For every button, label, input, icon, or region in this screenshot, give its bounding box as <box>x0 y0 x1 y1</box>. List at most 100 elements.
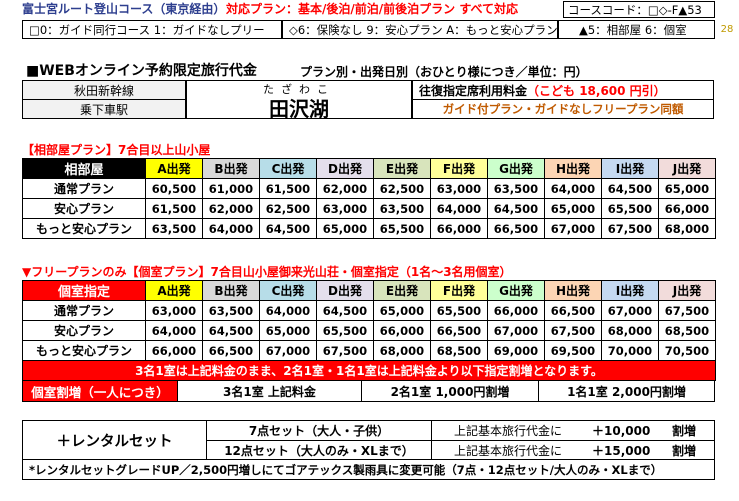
price-cell: 64,500 <box>202 320 260 341</box>
reserved-fare-label: 往復指定席利用料金 <box>419 83 528 98</box>
price-cell: 70,500 <box>658 340 716 361</box>
col-header: G出発 <box>487 158 545 179</box>
rental-item-amount: ＋15,000 <box>592 443 651 458</box>
table-row: 安心プラン 64,000 64,500 65,000 65,500 66,000… <box>22 320 716 341</box>
table-row: 安心プラン 61,500 62,000 62,500 63,000 63,500… <box>22 198 716 219</box>
price-cell: 65,500 <box>373 218 431 239</box>
surcharge-2-persons: 2名1室 1,000円割増 <box>361 380 539 402</box>
col-header: F出発 <box>430 158 488 179</box>
col-header: B出発 <box>202 158 260 179</box>
rental-item-name: 7点セット（大人・子供） <box>206 420 432 441</box>
rental-item-price: 上記基本旅行代金に ＋15,000 割増 <box>431 440 715 460</box>
col-header: F出発 <box>430 280 488 301</box>
row-label: もっと安心プラン <box>22 218 146 239</box>
course-code: コースコード：□◇-F▲53 <box>563 1 715 18</box>
price-cell: 65,500 <box>601 198 659 219</box>
price-cell: 63,000 <box>430 178 488 199</box>
table-row: もっと安心プラン 66,000 66,500 67,000 67,500 68,… <box>22 340 716 361</box>
page-number: 28 <box>720 24 734 35</box>
table-header-row: 相部屋 A出発 B出発 C出発 D出発 E出発 F出発 G出発 H出発 I出発 … <box>22 158 716 179</box>
rental-item-unit: 割増 <box>672 424 697 438</box>
reserved-fare-box: 往復指定席利用料金 （こども 18,600 円引） <box>412 80 714 100</box>
price-cell: 61,500 <box>259 178 317 199</box>
price-cell: 67,000 <box>601 300 659 321</box>
route-title: 富士宮ルート登山コース（東京経由） <box>22 2 222 16</box>
price-cell: 66,000 <box>145 340 203 361</box>
col-header: J出発 <box>658 158 716 179</box>
price-cell: 68,500 <box>658 320 716 341</box>
surcharge-3-persons: 3名1室 上記料金 <box>177 380 362 402</box>
private-room-note: 3名1室は上記料金のまま、2名1室・1名1室は上記料金より以下指定割増となります… <box>22 360 716 381</box>
price-cell: 67,000 <box>259 340 317 361</box>
reserved-fare-value: （こども 18,600 円引） <box>527 83 666 98</box>
price-cell: 66,000 <box>658 198 716 219</box>
rental-item-amount: ＋10,000 <box>592 424 651 438</box>
price-cell: 64,500 <box>259 218 317 239</box>
price-cell: 63,500 <box>373 198 431 219</box>
price-cell: 65,000 <box>316 218 374 239</box>
price-cell: 61,500 <box>145 198 203 219</box>
price-cell: 64,000 <box>145 320 203 341</box>
col-header: J出発 <box>658 280 716 301</box>
price-cell: 68,000 <box>658 218 716 239</box>
price-cell: 64,000 <box>259 300 317 321</box>
rental-item-unit: 割増 <box>672 443 697 458</box>
rental-footnote: *レンタルセットグレードUP／2,500円増しにてゴアテックス製雨具に変更可能（… <box>22 459 715 480</box>
fare-section-title: ■WEBオンライン予約限定旅行代金 <box>26 63 257 79</box>
price-cell: 66,000 <box>487 300 545 321</box>
price-cell: 68,000 <box>373 340 431 361</box>
price-cell: 60,500 <box>145 178 203 199</box>
rental-title: ＋レンタルセット <box>22 420 207 460</box>
price-cell: 64,000 <box>544 178 602 199</box>
price-cell: 62,500 <box>373 178 431 199</box>
station-name: 田沢湖 <box>269 96 329 120</box>
price-cell: 65,000 <box>658 178 716 199</box>
price-cell: 65,000 <box>259 320 317 341</box>
table-row: 通常プラン 60,500 61,000 61,500 62,000 62,500… <box>22 178 716 199</box>
price-cell: 66,000 <box>373 320 431 341</box>
col-header: E出発 <box>373 158 431 179</box>
price-cell: 64,000 <box>430 198 488 219</box>
price-cell: 64,500 <box>487 198 545 219</box>
guide-same-price-note: ガイド付プラン・ガイドなしフリープラン同額 <box>412 99 714 119</box>
col-header: D出発 <box>316 280 374 301</box>
col-header: A出発 <box>145 280 203 301</box>
price-cell: 70,000 <box>601 340 659 361</box>
note-row: 3名1室は上記料金のまま、2名1室・1名1室は上記料金より以下指定割増となります… <box>22 360 716 381</box>
table-header-row: 個室指定 A出発 B出発 C出発 D出発 E出発 F出発 G出発 H出発 I出発… <box>22 280 716 301</box>
col-header: H出発 <box>544 280 602 301</box>
price-cell: 67,000 <box>544 218 602 239</box>
price-cell: 62,000 <box>202 198 260 219</box>
price-cell: 69,000 <box>487 340 545 361</box>
price-cell: 63,500 <box>487 178 545 199</box>
station-box: たざわこ 田沢湖 <box>186 80 412 119</box>
col-header: C出発 <box>259 280 317 301</box>
surcharge-label: 個室割増（一人につき） <box>22 380 178 402</box>
price-cell: 68,000 <box>601 320 659 341</box>
col-header: H出発 <box>544 158 602 179</box>
corner-label: 個室指定 <box>22 280 146 301</box>
price-cell: 66,000 <box>430 218 488 239</box>
private-room-title: ▼フリープランのみ【個室プラン】7合目山小屋御来光山荘・個室指定（1名～3名用個… <box>22 264 512 279</box>
price-cell: 64,000 <box>202 218 260 239</box>
row-label: 安心プラン <box>22 198 146 219</box>
row-label: 安心プラン <box>22 320 146 341</box>
price-cell: 67,500 <box>601 218 659 239</box>
col-header: B出発 <box>202 280 260 301</box>
insurance-options: ◇6：保険なし 9：安心プラン A：もっと安心プラン <box>282 20 558 39</box>
table-row: もっと安心プラン 63,500 64,000 64,500 65,000 65,… <box>22 218 716 239</box>
private-room-table: 個室指定 A出発 B出発 C出発 D出発 E出発 F出発 G出発 H出発 I出発… <box>22 280 716 381</box>
price-cell: 67,500 <box>316 340 374 361</box>
price-cell: 65,000 <box>373 300 431 321</box>
price-cell: 65,500 <box>316 320 374 341</box>
rental-item-desc: 上記基本旅行代金に <box>454 443 563 458</box>
price-cell: 66,500 <box>202 340 260 361</box>
price-cell: 66,500 <box>430 320 488 341</box>
price-cell: 67,000 <box>487 320 545 341</box>
price-cell: 61,000 <box>202 178 260 199</box>
col-header: I出発 <box>601 158 659 179</box>
surcharge-1-person: 1名1室 2,000円割増 <box>538 380 715 402</box>
row-label: 通常プラン <box>22 300 146 321</box>
row-label: もっと安心プラン <box>22 340 146 361</box>
col-header: E出発 <box>373 280 431 301</box>
